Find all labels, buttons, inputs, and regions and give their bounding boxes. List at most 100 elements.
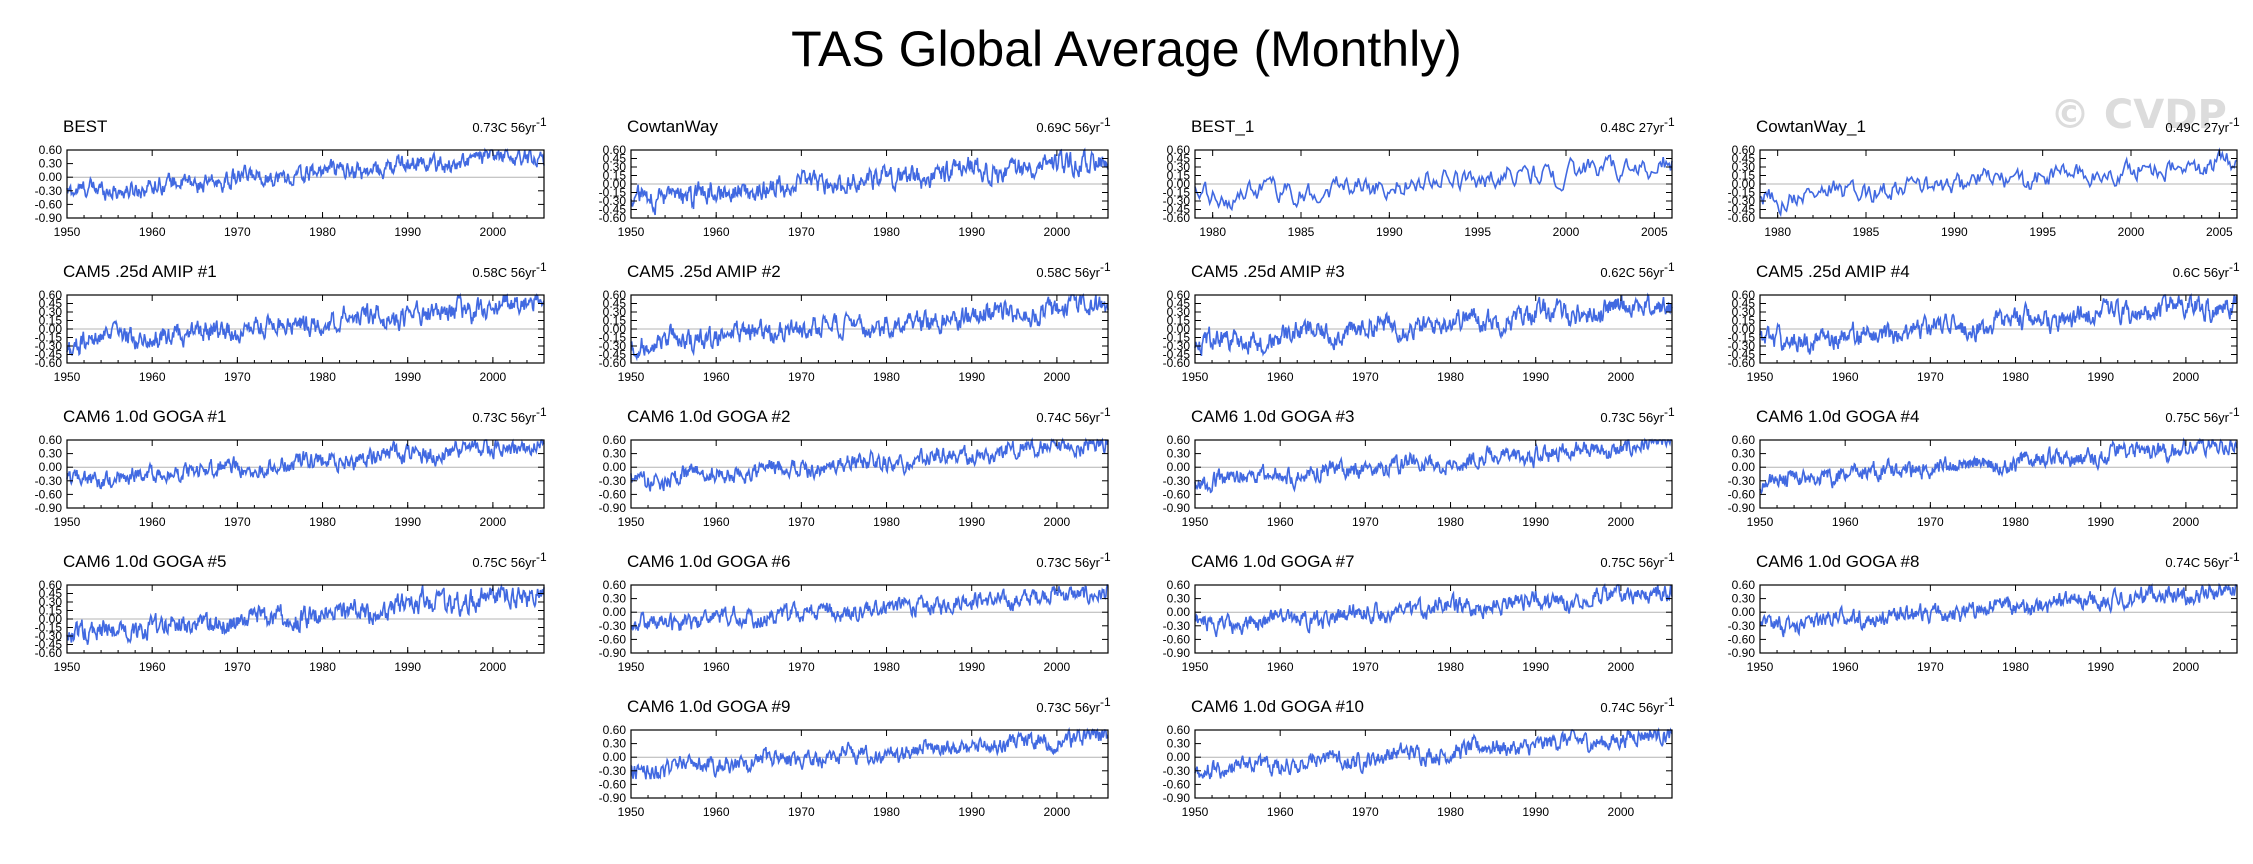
y-tick-label: 0.60 — [603, 288, 627, 302]
panel-trend-exponent: -1 — [1664, 550, 1675, 564]
panel-trend-exponent: -1 — [536, 115, 547, 129]
x-tick-label: 1960 — [703, 805, 730, 819]
y-tick-label: 0.00 — [1732, 322, 1756, 336]
x-tick-label: 2000 — [1044, 660, 1071, 674]
y-tick-label: 0.60 — [603, 143, 627, 157]
panel-trend-exponent: -1 — [1100, 695, 1111, 709]
y-tick-label: -0.15 — [35, 621, 63, 635]
series-line — [630, 293, 1109, 362]
panel-trend-exponent: -1 — [1664, 115, 1675, 129]
panel-title: CAM6 1.0d GOGA #6 — [627, 552, 790, 571]
y-tick-label: -0.30 — [1728, 619, 1756, 633]
x-tick-label: 1995 — [1464, 225, 1491, 239]
x-tick-label: 2000 — [1608, 805, 1635, 819]
y-tick-label: 0.60 — [1167, 143, 1191, 157]
x-tick-label: 1960 — [1832, 515, 1859, 529]
y-tick-label: -0.60 — [599, 777, 627, 791]
plot-frame — [66, 149, 545, 219]
y-tick-label: 0.00 — [603, 460, 627, 474]
x-tick-label: 1980 — [2002, 515, 2029, 529]
y-tick-label: -0.30 — [599, 339, 627, 353]
x-tick-label: 1980 — [309, 370, 336, 384]
y-tick-label: -0.60 — [599, 211, 627, 225]
y-tick-label: -0.90 — [1728, 646, 1756, 660]
y-tick-label: -0.30 — [35, 629, 63, 643]
x-tick-label: 2000 — [1608, 515, 1635, 529]
panel: CAM6 1.0d GOGA #10 0.74C 56yr -1 0.600.300.… — [1163, 695, 1675, 819]
panel-trend: 0.69C 56yr — [1036, 120, 1100, 135]
panel: CAM6 1.0d GOGA #6 0.73C 56yr -1 0.600.300.0… — [599, 550, 1111, 674]
panel-trend-exponent: -1 — [1100, 115, 1111, 129]
panel-trend-exponent: -1 — [2229, 405, 2240, 419]
y-tick-label: -0.15 — [1728, 186, 1756, 200]
y-tick-label: 0.15 — [39, 314, 63, 328]
panel-title: CAM6 1.0d GOGA #8 — [1756, 552, 1919, 571]
x-tick-label: 1970 — [788, 225, 815, 239]
series-line — [1194, 154, 1673, 212]
y-tick-label: -0.60 — [1163, 777, 1191, 791]
panel-title: CAM5 .25d AMIP #4 — [1756, 262, 1910, 281]
y-tick-label: 0.00 — [1167, 460, 1191, 474]
y-tick-label: -0.30 — [1163, 474, 1191, 488]
panel-trend: 0.74C 56yr — [1600, 700, 1664, 715]
panel: CAM5 .25d AMIP #3 0.62C 56yr -1 0.600.450.3… — [1163, 260, 1675, 384]
y-tick-label: -0.15 — [1163, 186, 1191, 200]
x-tick-label: 1960 — [1267, 660, 1294, 674]
y-tick-label: -0.30 — [599, 474, 627, 488]
x-tick-label: 2000 — [1608, 370, 1635, 384]
series-line — [1194, 292, 1673, 357]
y-tick-label: -0.45 — [1728, 203, 1756, 217]
x-tick-label: 1950 — [54, 225, 81, 239]
x-tick-label: 2000 — [480, 515, 507, 529]
y-tick-label: -0.15 — [599, 331, 627, 345]
series-line — [1759, 582, 2238, 638]
y-tick-label: -0.30 — [1728, 474, 1756, 488]
panel-trend: 0.75C 56yr — [1600, 555, 1664, 570]
panel-trend-exponent: -1 — [536, 260, 547, 274]
panel-title: CAM6 1.0d GOGA #10 — [1191, 697, 1364, 716]
series-line — [1759, 147, 2238, 218]
y-tick-label: 0.30 — [39, 305, 63, 319]
y-tick-label: -0.45 — [1163, 203, 1191, 217]
y-tick-label: -0.60 — [1728, 487, 1756, 501]
panel-title: CAM6 1.0d GOGA #3 — [1191, 407, 1354, 426]
y-tick-label: 0.30 — [1732, 160, 1756, 174]
panel-trend: 0.74C 56yr — [1036, 410, 1100, 425]
x-tick-label: 1970 — [788, 370, 815, 384]
y-tick-label: 0.15 — [1732, 169, 1756, 183]
panel-trend: 0.73C 56yr — [1600, 410, 1664, 425]
x-tick-label: 1980 — [1437, 805, 1464, 819]
panel-trend: 0.73C 56yr — [1036, 700, 1100, 715]
y-tick-label: 0.00 — [603, 750, 627, 764]
x-tick-label: 1980 — [873, 370, 900, 384]
y-tick-label: 0.60 — [1732, 433, 1756, 447]
x-tick-label: 1950 — [1182, 660, 1209, 674]
watermark: © CVDP — [2050, 92, 2227, 138]
y-tick-label: -0.60 — [1728, 356, 1756, 370]
panel-title: CAM6 1.0d GOGA #9 — [627, 697, 790, 716]
x-tick-label: 1970 — [1917, 660, 1944, 674]
y-tick-label: 0.00 — [1167, 605, 1191, 619]
panel-trend: 0.48C 27yr — [1600, 120, 1664, 135]
panel-trend-exponent: -1 — [2229, 115, 2240, 129]
x-tick-label: 1960 — [1267, 515, 1294, 529]
y-tick-label: 0.60 — [603, 578, 627, 592]
y-tick-label: 0.15 — [603, 314, 627, 328]
y-tick-label: -0.45 — [1728, 348, 1756, 362]
y-tick-label: 0.45 — [603, 297, 627, 311]
y-tick-label: 0.30 — [603, 737, 627, 751]
x-tick-label: 1980 — [873, 660, 900, 674]
x-tick-label: 1960 — [703, 515, 730, 529]
y-tick-label: -0.90 — [35, 211, 63, 225]
panel-trend: 0.73C 56yr — [472, 120, 536, 135]
x-tick-label: 2005 — [2206, 225, 2233, 239]
y-tick-label: -0.60 — [599, 487, 627, 501]
x-tick-label: 1985 — [1853, 225, 1880, 239]
x-tick-label: 1960 — [139, 660, 166, 674]
y-tick-label: -0.15 — [35, 331, 63, 345]
panel: CAM6 1.0d GOGA #8 0.74C 56yr -1 0.600.300.0… — [1728, 550, 2240, 674]
y-tick-label: -0.60 — [35, 356, 63, 370]
y-tick-label: 0.60 — [1167, 433, 1191, 447]
series-line — [1759, 437, 2238, 495]
x-tick-label: 2000 — [1044, 370, 1071, 384]
